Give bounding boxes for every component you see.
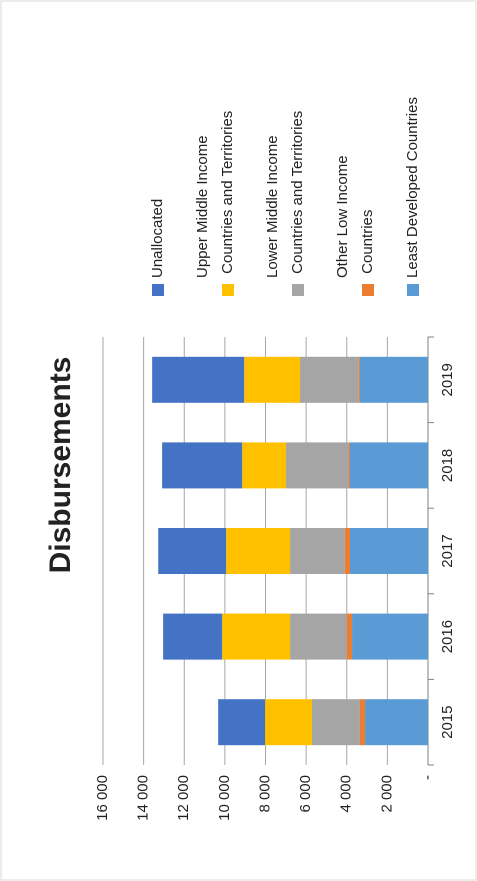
- bar-segment: [162, 442, 243, 489]
- bar-segment: [286, 442, 349, 489]
- bar-segment: [163, 613, 223, 660]
- bar-segment: [352, 613, 428, 660]
- y-tick-label: -: [419, 775, 436, 780]
- x-tick-label: 2018: [439, 449, 456, 482]
- bar-segment: [359, 356, 428, 403]
- bar-segment: [350, 442, 428, 489]
- bar-segment: [365, 699, 428, 746]
- legend-swatch: [362, 284, 374, 296]
- y-tick-label: 14 000: [135, 775, 152, 821]
- x-tick-label: 2017: [439, 534, 456, 567]
- bar-segment: [312, 699, 360, 746]
- y-tick-label: 16 000: [94, 775, 111, 821]
- legend-line: Countries and Territories: [219, 111, 236, 278]
- bar-segment: [152, 356, 245, 403]
- legend-label: Upper Middle Income Countries and Territ…: [194, 111, 236, 278]
- legend-line: Least Developed Countries: [404, 97, 421, 278]
- bar-segment: [242, 442, 287, 489]
- bar-segment: [344, 528, 350, 574]
- legend-line: Lower Middle Income: [264, 135, 281, 278]
- y-tick-label: 8 000: [256, 775, 273, 813]
- bar-segment: [348, 442, 350, 489]
- bar-segment: [359, 699, 366, 746]
- x-tick-label: 2015: [439, 706, 456, 739]
- bar-segment: [290, 528, 345, 574]
- bar-segment: [265, 699, 313, 746]
- legend-label: Lower Middle Income Countries and Territ…: [264, 111, 306, 278]
- bar-segment: [290, 613, 347, 660]
- legend-line: Unallocated: [149, 199, 166, 278]
- y-tick-label: 4 000: [338, 775, 355, 813]
- legend-line: Countries and Territories: [289, 111, 306, 278]
- bar-segment: [218, 699, 266, 746]
- y-tick-label: 10 000: [216, 775, 233, 821]
- legend-label: Unallocated: [149, 199, 166, 278]
- bar-segment: [226, 528, 291, 574]
- rotated-chart: Disbursements - 2 000 4 000 6 000 8 000 10 00…: [44, 97, 456, 821]
- legend-label: Least Developed Countries: [404, 97, 421, 278]
- legend-line: Countries: [359, 210, 376, 278]
- legend-line: Upper Middle Income: [194, 135, 211, 278]
- legend-label: Other Low Income Countries: [334, 155, 376, 278]
- legend-swatch: [292, 284, 304, 296]
- legend-swatch: [152, 284, 164, 296]
- legend-swatch: [407, 284, 419, 296]
- bar-segment: [358, 356, 360, 403]
- legend-swatch: [222, 284, 234, 296]
- bar-segment: [244, 356, 301, 403]
- bar-segment: [300, 356, 359, 403]
- x-tick-label: 2019: [439, 363, 456, 396]
- bar-segment: [222, 613, 291, 660]
- y-tick-label: 2 000: [378, 775, 395, 813]
- bar-segment: [350, 528, 428, 574]
- chart-title: Disbursements: [44, 357, 77, 574]
- y-tick-label: 6 000: [297, 775, 314, 813]
- y-tick-label: 12 000: [175, 775, 192, 821]
- legend-line: Other Low Income: [334, 155, 351, 278]
- bar-segment: [346, 613, 353, 660]
- bar-segment: [158, 528, 227, 574]
- x-tick-label: 2016: [439, 620, 456, 653]
